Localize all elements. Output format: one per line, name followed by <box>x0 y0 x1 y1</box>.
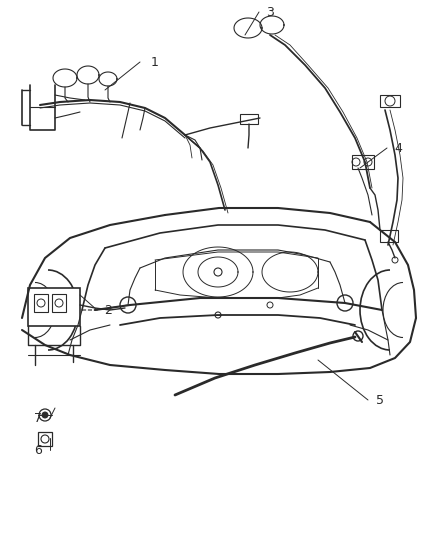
Bar <box>380 95 400 107</box>
Bar <box>52 294 66 312</box>
Text: 3: 3 <box>266 5 274 19</box>
Bar <box>352 155 374 169</box>
Text: 7: 7 <box>34 411 42 424</box>
Text: 4: 4 <box>394 141 402 155</box>
Bar <box>38 432 52 446</box>
Bar <box>240 114 258 124</box>
Text: 2: 2 <box>104 303 112 317</box>
Text: 5: 5 <box>376 393 384 407</box>
Text: 6: 6 <box>34 443 42 456</box>
Circle shape <box>42 412 48 418</box>
Bar <box>28 288 80 326</box>
Text: 1: 1 <box>151 55 159 69</box>
Bar <box>380 230 398 242</box>
Bar <box>34 294 48 312</box>
